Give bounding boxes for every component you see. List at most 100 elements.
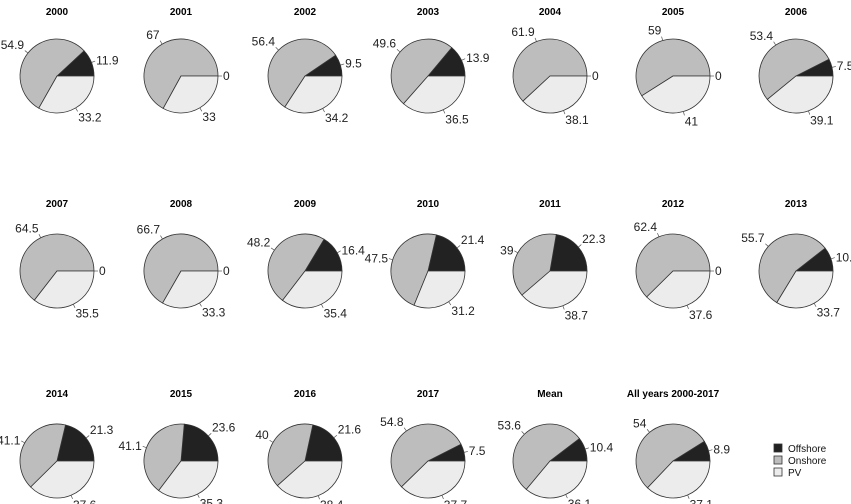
slice-label-2000-pv: 33.2	[78, 110, 102, 124]
slice-label-2003-pv: 36.5	[445, 112, 469, 126]
leader-2009-pv	[321, 304, 324, 308]
leader-2017-offshore	[463, 451, 468, 453]
slice-label-2016-pv: 38.4	[320, 498, 344, 504]
leader-2013-onshore	[765, 243, 769, 247]
leader-2013-offshore	[830, 257, 835, 260]
slice-label-2002-onshore: 56.4	[252, 35, 276, 49]
slice-label-2007-onshore: 64.5	[15, 221, 39, 235]
slice-label-2015-offshore: 23.6	[212, 421, 236, 435]
slice-label-2011-onshore: 39	[500, 243, 514, 257]
leader-all-years-2000-2017-offshore	[708, 449, 713, 452]
slice-2011-offshore	[549, 234, 588, 272]
slice-label-2001-onshore: 67	[146, 28, 160, 42]
slice-2015-onshore	[143, 423, 185, 492]
slice-label-2000-offshore: 11.9	[96, 54, 119, 68]
slice-2005-onshore	[635, 38, 711, 97]
pie-panel-2017: 2017 7.5 54.8 37.7	[380, 389, 486, 504]
slice-label-2005-onshore: 59	[648, 24, 662, 38]
leader-2008-pv	[199, 302, 202, 307]
leader-2002-onshore	[275, 47, 279, 51]
leader-2005-onshore	[661, 36, 664, 41]
leader-2006-onshore	[773, 41, 777, 46]
pie-panel-2005: 2005 0 59 41	[635, 7, 722, 128]
panel-title-2016: 2016	[294, 389, 317, 400]
slice-label-all-years-2000-2017-offshore: 8.9	[713, 442, 730, 456]
panel-title-2009: 2009	[294, 199, 317, 210]
panel-title-2010: 2010	[417, 199, 440, 210]
slice-2007-onshore	[19, 233, 95, 301]
leader-2014-pv	[70, 495, 73, 500]
slice-2015-pv	[158, 460, 219, 499]
slice-2005-pv	[641, 75, 711, 114]
slice-2016-pv	[276, 460, 343, 499]
slice-2008-onshore	[143, 233, 219, 304]
slice-label-2011-pv: 38.7	[565, 308, 589, 322]
slice-mean-pv	[525, 460, 588, 499]
panel-title-all-years-2000-2017: All years 2000-2017	[627, 389, 720, 400]
slice-label-2016-offshore: 21.6	[338, 423, 362, 437]
leader-2013-pv	[813, 303, 817, 307]
pie-panel-2004: 2004 0 61.9 38.1	[511, 7, 599, 127]
leader-2007-onshore	[38, 234, 42, 238]
panel-title-2001: 2001	[170, 7, 193, 18]
leader-2000-onshore	[24, 50, 29, 54]
slice-2017-onshore	[390, 423, 462, 488]
slice-label-mean-pv: 36.1	[568, 497, 592, 504]
panel-title-2007: 2007	[46, 199, 69, 210]
panel-title-2013: 2013	[785, 199, 808, 210]
slice-label-2005-offshore: 0	[715, 69, 722, 83]
panel-title-2011: 2011	[539, 199, 561, 210]
leader-2017-pv	[441, 495, 444, 500]
slice-label-2002-offshore: 9.5	[345, 57, 362, 71]
slice-2015-offshore	[180, 423, 219, 462]
pie-panel-2012: 2012 0 62.4 37.6	[634, 199, 722, 322]
slice-label-2016-onshore: 40	[255, 428, 269, 442]
leader-2003-offshore	[461, 58, 466, 61]
slice-label-2014-offshore: 21.3	[90, 423, 114, 437]
leader-2012-onshore	[657, 232, 660, 237]
leader-2003-onshore	[396, 49, 401, 53]
slice-label-2002-pv: 34.2	[325, 111, 349, 125]
leader-2010-onshore	[388, 258, 393, 261]
leader-2012-pv	[686, 305, 689, 310]
slice-label-all-years-2000-2017-onshore: 54	[633, 417, 647, 431]
slice-label-2012-offshore: 0	[715, 264, 722, 278]
slice-label-2003-offshore: 13.9	[466, 51, 490, 65]
slice-label-2000-onshore: 54.9	[1, 38, 25, 52]
legend-label-onshore: Onshore	[788, 456, 827, 467]
leader-2016-pv	[317, 495, 320, 500]
leader-2016-offshore	[333, 434, 338, 439]
slice-label-mean-onshore: 53.6	[498, 419, 522, 433]
slice-label-2007-pv: 35.5	[76, 307, 100, 321]
pie-panel-2007: 2007 0 64.5 35.5	[15, 199, 106, 321]
panel-title-2008: 2008	[170, 199, 193, 210]
slice-2017-pv	[400, 460, 466, 499]
slice-label-2010-pv: 31.2	[451, 304, 475, 318]
leader-2002-pv	[322, 108, 325, 113]
slice-label-2005-pv: 41	[685, 114, 699, 128]
leader-2006-pv	[808, 110, 811, 115]
leader-2009-onshore	[270, 247, 275, 251]
pie-panel-mean: Mean 10.4 53.6 36.1	[498, 389, 614, 504]
slice-label-all-years-2000-2017-pv: 37.1	[690, 498, 714, 504]
pie-panels: 2000 11.9 54.9 33.2 2001 0 67 33 2002 9.5 56.4 34.2…	[0, 7, 851, 504]
slice-2016-onshore	[267, 423, 314, 487]
slice-label-2013-offshore: 10.6	[836, 250, 851, 264]
slice-2004-onshore	[512, 38, 588, 102]
pie-panel-2008: 2008 0 66.7 33.3	[137, 199, 230, 319]
panel-title-2000: 2000	[46, 7, 69, 18]
leader-mean-offshore	[584, 447, 589, 450]
leader-mean-onshore	[521, 431, 525, 435]
slice-label-2014-pv: 37.6	[73, 498, 97, 504]
leader-2015-onshore	[142, 445, 147, 449]
slice-label-2001-offshore: 0	[223, 69, 230, 83]
legend-label-pv: PV	[788, 468, 802, 479]
legend-swatch-offshore	[773, 443, 783, 453]
slice-label-2009-pv: 35.4	[324, 307, 348, 321]
slice-label-2004-onshore: 61.9	[511, 25, 535, 39]
slice-2010-pv	[413, 270, 466, 309]
pie-panel-2010: 2010 21.4 47.5 31.2	[365, 199, 485, 318]
slice-label-2009-offshore: 16.4	[342, 243, 366, 257]
pie-panel-2009: 2009 16.4 48.2 35.4	[247, 199, 365, 321]
